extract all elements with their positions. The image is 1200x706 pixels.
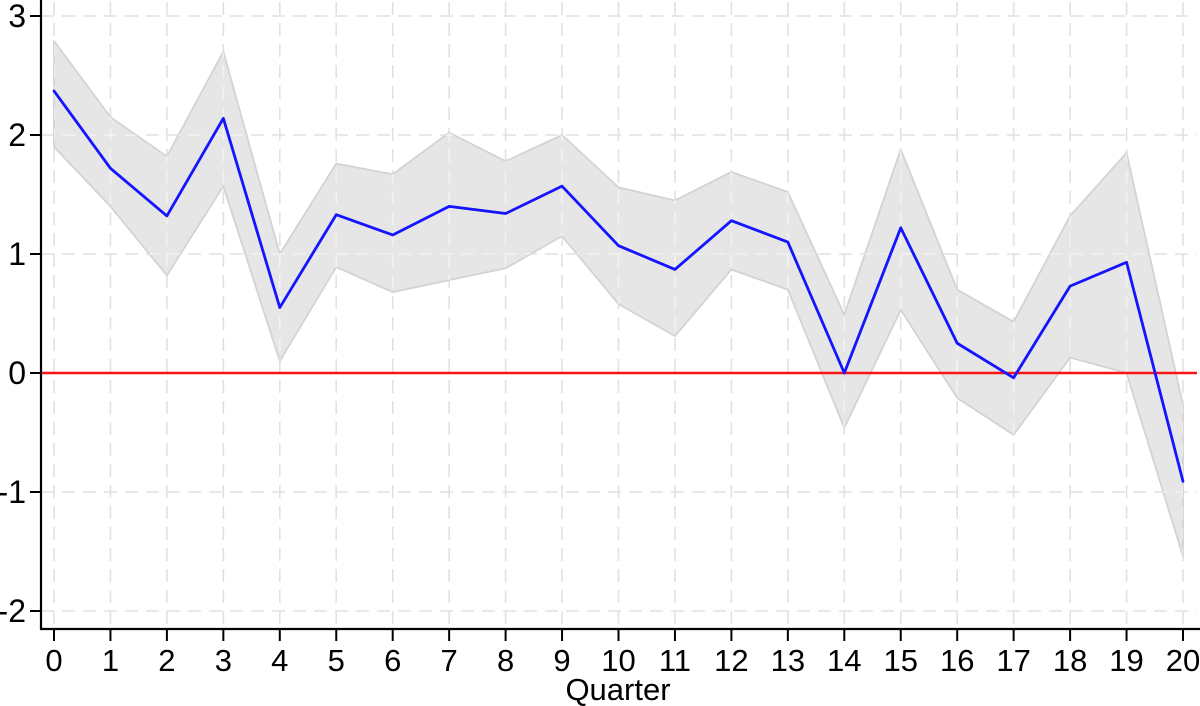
x-tick-label: 6 — [384, 643, 401, 678]
x-tick-label: 2 — [158, 643, 175, 678]
axes — [30, 0, 1200, 641]
y-tick-label: -2 — [0, 593, 26, 629]
x-tick-label: 5 — [328, 643, 345, 678]
x-tick-label: 10 — [601, 643, 635, 678]
x-tick-label: 11 — [659, 643, 691, 678]
x-tick-label: 20 — [1166, 643, 1200, 678]
x-tick-label: 13 — [771, 643, 805, 678]
y-tick-label: -1 — [0, 474, 26, 510]
y-tick-label: 0 — [8, 355, 26, 391]
x-tick-label: 9 — [553, 643, 570, 678]
x-tick-label: 12 — [714, 643, 748, 678]
x-tick-label: 0 — [45, 643, 62, 678]
response-polyline — [52, 89, 1185, 483]
x-tick-label: 17 — [996, 643, 1030, 678]
x-axis-title: Quarter — [565, 672, 670, 706]
y-tick-label: 3 — [8, 0, 26, 34]
y-tick-label: 2 — [8, 117, 26, 153]
x-tick-label: 16 — [940, 643, 974, 678]
response-line — [52, 89, 1185, 483]
x-tick-label: 3 — [215, 643, 232, 678]
x-tick-label: 18 — [1053, 643, 1087, 678]
x-tick-label: 4 — [271, 643, 288, 678]
x-tick-label: 1 — [102, 643, 119, 678]
x-tick-label: 8 — [497, 643, 514, 678]
x-tick-label: 15 — [884, 643, 918, 678]
y-tick-label: 1 — [8, 236, 26, 272]
x-tick-label: 14 — [827, 643, 861, 678]
x-tick-label: 7 — [441, 643, 458, 678]
x-tick-label: 19 — [1109, 643, 1143, 678]
